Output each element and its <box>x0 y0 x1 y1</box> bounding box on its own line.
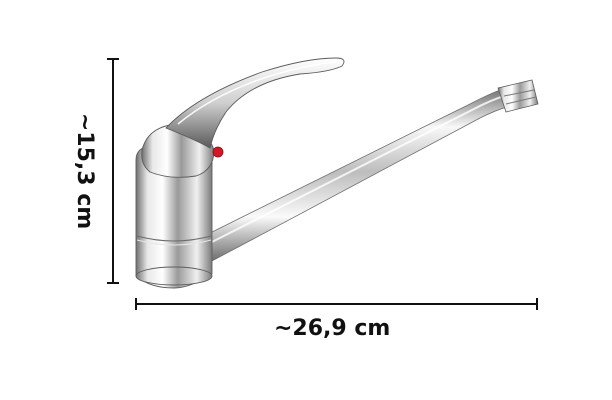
hot-indicator-icon <box>212 146 224 158</box>
width-dimension-line <box>135 298 538 310</box>
faucet-spout <box>195 79 539 263</box>
width-dimension-label: ~26,9 cm <box>274 316 391 341</box>
height-dimension-label: ~15,3 cm <box>72 112 97 230</box>
faucet-body <box>135 145 213 289</box>
faucet-handle <box>165 57 345 149</box>
height-dimension-line <box>107 58 119 284</box>
